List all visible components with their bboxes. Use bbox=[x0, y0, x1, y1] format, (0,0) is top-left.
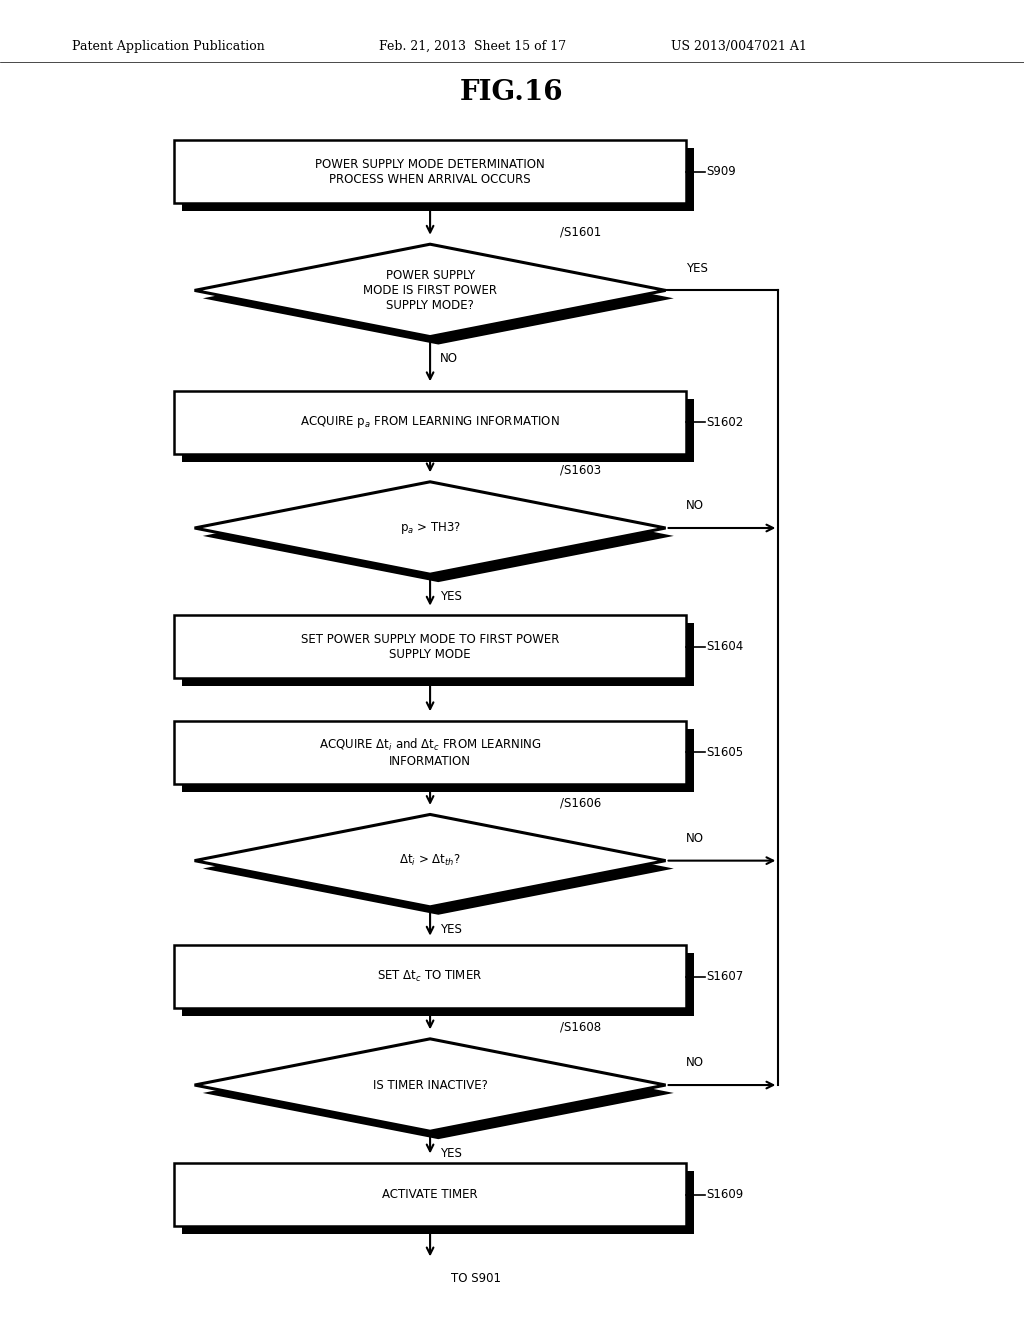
Text: /S1606: /S1606 bbox=[559, 796, 601, 809]
Polygon shape bbox=[203, 822, 674, 915]
Bar bbox=[174, 721, 686, 784]
Text: TO S901: TO S901 bbox=[451, 1272, 501, 1286]
Text: NO: NO bbox=[686, 499, 705, 512]
Text: $\Delta$t$_i$ > $\Delta$t$_{th}$?: $\Delta$t$_i$ > $\Delta$t$_{th}$? bbox=[399, 853, 461, 869]
Text: POWER SUPPLY
MODE IS FIRST POWER
SUPPLY MODE?: POWER SUPPLY MODE IS FIRST POWER SUPPLY … bbox=[364, 269, 497, 312]
Text: S1602: S1602 bbox=[707, 416, 743, 429]
Text: /S1603: /S1603 bbox=[559, 463, 601, 477]
Polygon shape bbox=[203, 252, 674, 345]
Text: YES: YES bbox=[686, 261, 708, 275]
Bar bbox=[174, 391, 686, 454]
Bar bbox=[182, 148, 694, 211]
Text: US 2013/0047021 A1: US 2013/0047021 A1 bbox=[671, 40, 807, 53]
Bar bbox=[182, 623, 694, 686]
Text: YES: YES bbox=[440, 923, 462, 936]
Text: p$_a$ > TH3?: p$_a$ > TH3? bbox=[399, 520, 461, 536]
Polygon shape bbox=[195, 814, 666, 907]
Polygon shape bbox=[195, 482, 666, 574]
Polygon shape bbox=[203, 490, 674, 582]
Text: S1605: S1605 bbox=[707, 746, 743, 759]
Text: S1607: S1607 bbox=[707, 970, 743, 983]
Bar bbox=[174, 1163, 686, 1226]
Text: S909: S909 bbox=[707, 165, 736, 178]
Text: POWER SUPPLY MODE DETERMINATION
PROCESS WHEN ARRIVAL OCCURS: POWER SUPPLY MODE DETERMINATION PROCESS … bbox=[315, 157, 545, 186]
Text: /S1601: /S1601 bbox=[559, 226, 601, 239]
Polygon shape bbox=[195, 244, 666, 337]
Text: SET $\Delta$t$_c$ TO TIMER: SET $\Delta$t$_c$ TO TIMER bbox=[378, 969, 482, 985]
Bar bbox=[182, 399, 694, 462]
Bar bbox=[174, 615, 686, 678]
Text: ACTIVATE TIMER: ACTIVATE TIMER bbox=[382, 1188, 478, 1201]
Text: Feb. 21, 2013  Sheet 15 of 17: Feb. 21, 2013 Sheet 15 of 17 bbox=[379, 40, 566, 53]
Text: NO: NO bbox=[686, 1056, 705, 1069]
Polygon shape bbox=[203, 1047, 674, 1139]
Text: SET POWER SUPPLY MODE TO FIRST POWER
SUPPLY MODE: SET POWER SUPPLY MODE TO FIRST POWER SUP… bbox=[301, 632, 559, 661]
Text: S1604: S1604 bbox=[707, 640, 743, 653]
Text: S1609: S1609 bbox=[707, 1188, 743, 1201]
Bar bbox=[174, 140, 686, 203]
Text: YES: YES bbox=[440, 590, 462, 603]
Text: IS TIMER INACTIVE?: IS TIMER INACTIVE? bbox=[373, 1078, 487, 1092]
Text: FIG.16: FIG.16 bbox=[460, 79, 564, 106]
Text: Patent Application Publication: Patent Application Publication bbox=[72, 40, 264, 53]
Bar bbox=[174, 945, 686, 1008]
Text: ACQUIRE $\Delta$t$_i$ and $\Delta$t$_c$ FROM LEARNING
INFORMATION: ACQUIRE $\Delta$t$_i$ and $\Delta$t$_c$ … bbox=[318, 737, 542, 768]
Text: NO: NO bbox=[686, 832, 705, 845]
Text: /S1608: /S1608 bbox=[559, 1020, 601, 1034]
Text: YES: YES bbox=[440, 1147, 462, 1160]
Text: ACQUIRE p$_a$ FROM LEARNING INFORMATION: ACQUIRE p$_a$ FROM LEARNING INFORMATION bbox=[300, 414, 560, 430]
Bar bbox=[182, 953, 694, 1016]
Bar bbox=[182, 1171, 694, 1234]
Bar bbox=[182, 729, 694, 792]
Text: NO: NO bbox=[440, 352, 459, 366]
Polygon shape bbox=[195, 1039, 666, 1131]
